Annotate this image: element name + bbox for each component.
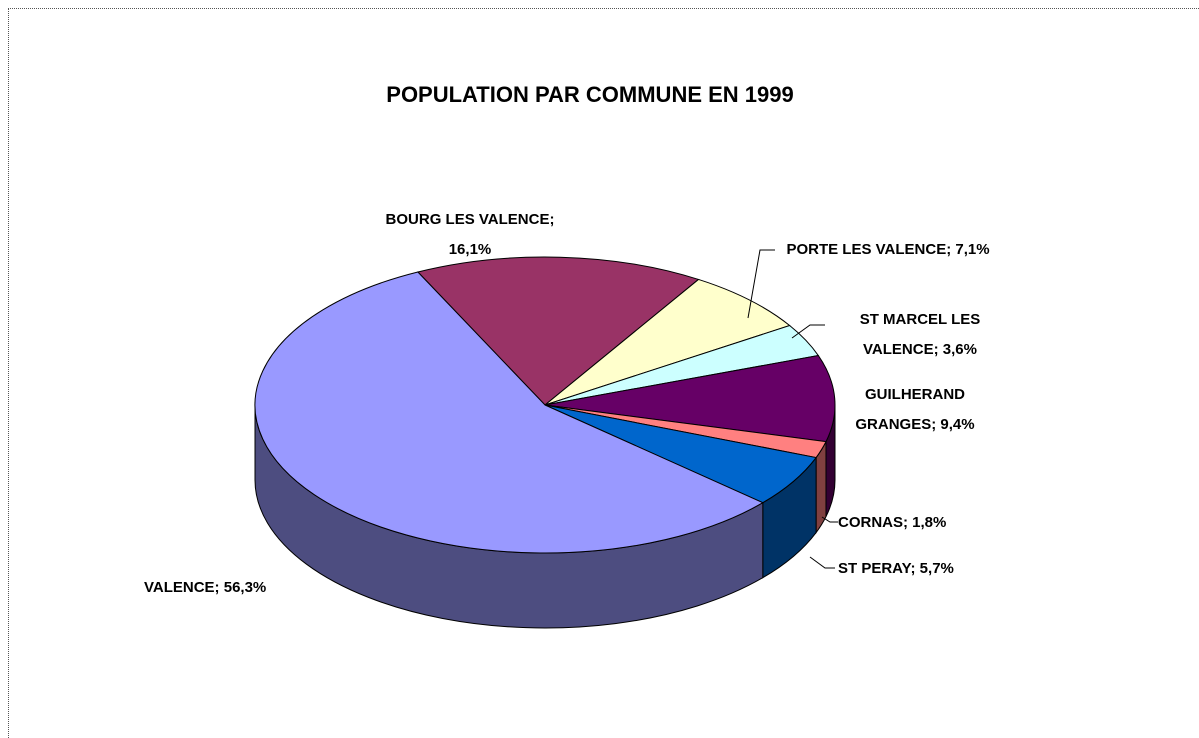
data-label: ST PERAY; 5,7%: [838, 560, 954, 577]
leader-line: [821, 516, 838, 523]
data-label: CORNAS; 1,8%: [838, 514, 947, 531]
slice: [254, 271, 764, 554]
slice: [416, 256, 700, 406]
slice: [544, 278, 791, 406]
chart-title: POPULATION PAR COMMUNE EN 1999: [386, 82, 794, 107]
leader-line: [809, 556, 835, 569]
slice: [544, 354, 836, 443]
data-label: ST MARCEL LES VALENCE; 3,6%: [859, 311, 981, 358]
frame: [8, 8, 1199, 738]
data-label: GUILHERAND GRANGES; 9,4%: [855, 386, 975, 433]
data-label: BOURG LES VALENCE; 16,1%: [385, 211, 555, 258]
data-label: PORTE LES VALENCE; 7,1%: [786, 241, 990, 258]
data-label: VALENCE; 56,3%: [144, 579, 267, 596]
leader-line: [747, 249, 775, 319]
leader-line: [791, 324, 825, 339]
